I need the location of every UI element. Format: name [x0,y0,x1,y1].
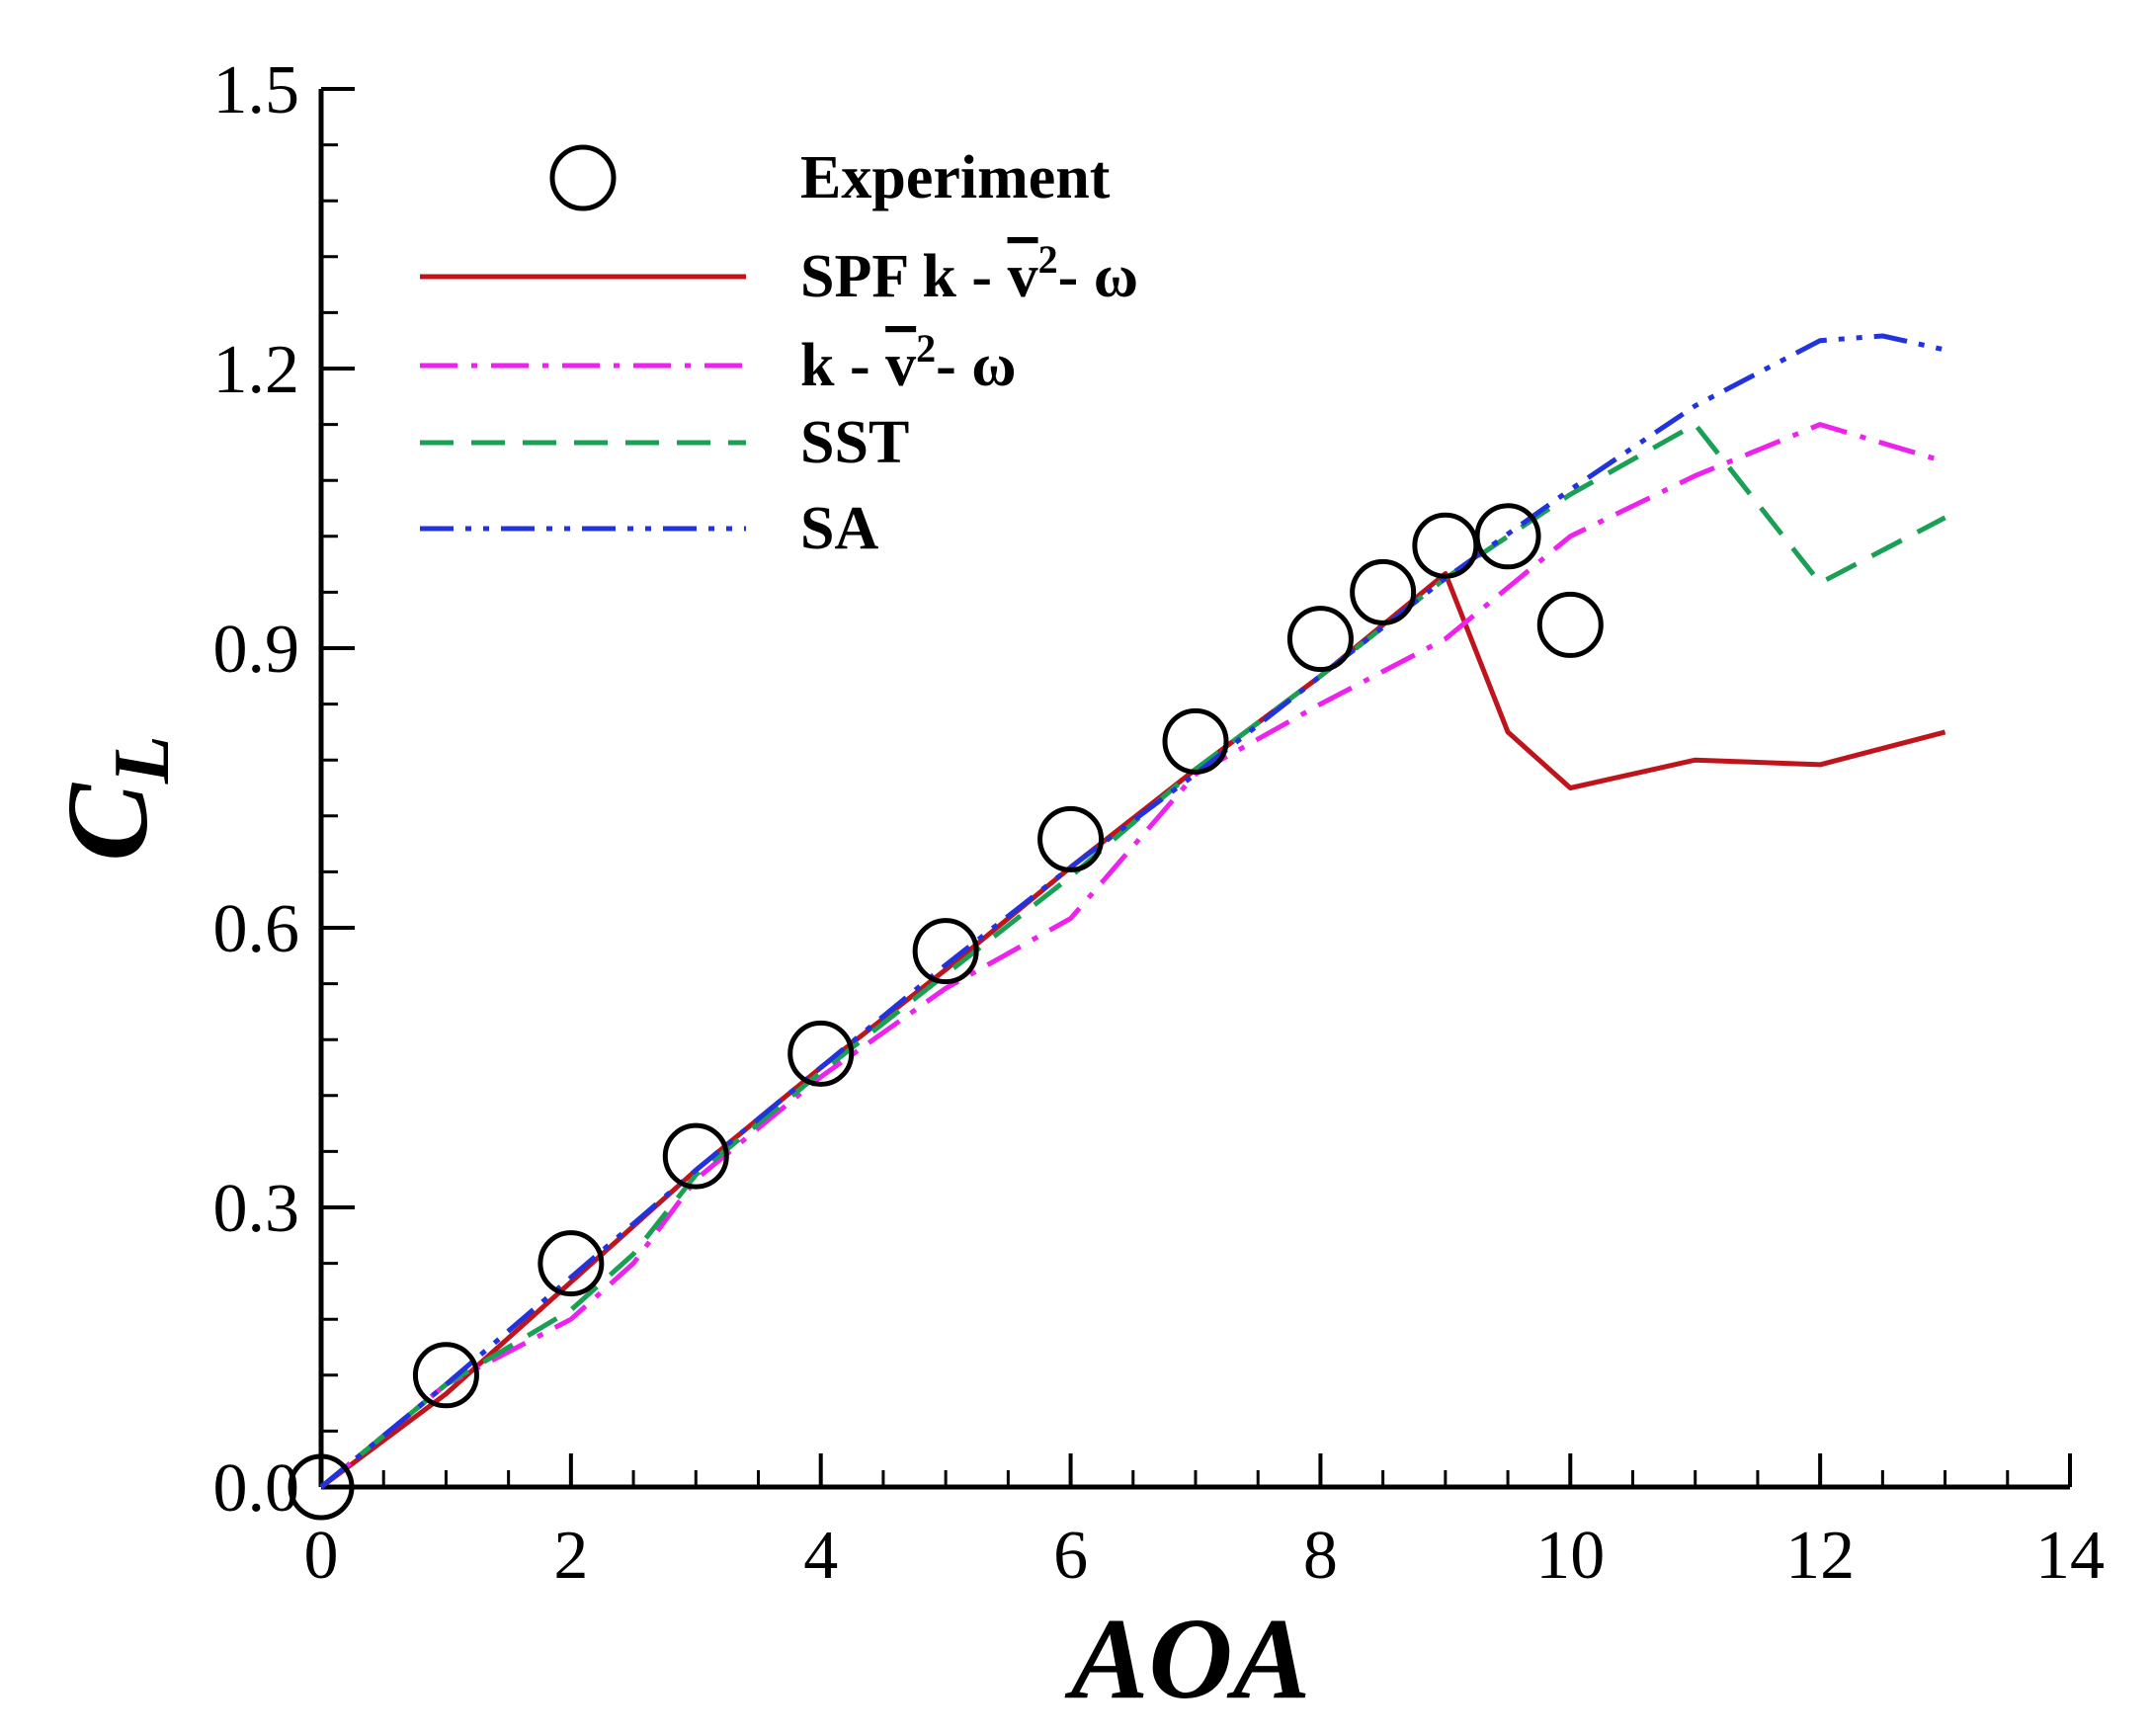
x-tick-label: 4 [803,1518,838,1594]
experiment-markers [288,503,1604,1521]
y-tick-label: 0.6 [213,891,300,967]
x-tick-label: 2 [553,1518,588,1594]
experiment-point [787,1020,855,1087]
experiment-point [1037,805,1105,872]
experiment-point [412,1342,479,1409]
legend-label-suffix: - ω [936,332,1016,399]
experiment-point [1536,591,1604,658]
y-tick-label: 0.0 [213,1450,300,1527]
legend-label: Experiment [800,144,1111,211]
y-axis-title-sub: L [99,735,186,785]
y-tick-label: 0.3 [213,1171,300,1247]
y-tick-label: 1.5 [213,52,300,128]
legend-label-suffix: - ω [1058,243,1138,310]
legend-label-var: v [1008,243,1038,310]
y-axis-title: CL [42,735,186,862]
experiment-point [1412,512,1479,579]
y-tick-label: 1.2 [213,332,300,408]
legend-label-prefix: k - [800,332,885,399]
legend-label: SA [800,495,878,562]
x-tick-label: 0 [304,1518,339,1594]
series-layer [319,333,1946,1490]
experiment-point [1286,606,1354,673]
x-axis-title: AOA [1064,1594,1311,1723]
experiment-point [288,1453,355,1521]
y-tick-label: 0.9 [213,612,300,688]
experiment-point [1350,558,1417,625]
plot-axes: 0 2 4 6 8 10 12 14 0.0 0.3 0.6 0.9 1.2 1.5 [213,52,2106,1594]
x-tick-label: 10 [1535,1518,1605,1594]
experiment-point [662,1122,729,1190]
svg-text:CL: CL [42,735,186,862]
legend-label: SPF k - v2- ω [800,237,1138,310]
experiment-point [1474,503,1541,570]
y-axis-title-main: C [42,783,172,862]
experiment-point [538,1230,605,1297]
x-tick-label: 6 [1053,1518,1088,1594]
legend-label-var: v [885,332,916,399]
series-line-solid [319,571,1946,1490]
series-line-dash-dot-dot [319,333,1946,1489]
x-tick-label: 12 [1785,1518,1855,1594]
series-line-dashed [319,422,1946,1489]
series-line-dash-dot [319,422,1946,1489]
x-tick-label: 14 [2035,1518,2105,1594]
x-tick-label: 8 [1303,1518,1338,1594]
experiment-point [1162,707,1229,775]
legend-label-exp: 2 [1038,237,1058,282]
legend-experiment-marker [549,144,617,211]
legend-label-exp: 2 [916,326,936,371]
legend-label-prefix: SPF k - [800,243,1008,310]
legend-label: k - v2- ω [800,326,1017,399]
legend-label: SST [800,409,909,476]
experiment-point [912,918,979,985]
